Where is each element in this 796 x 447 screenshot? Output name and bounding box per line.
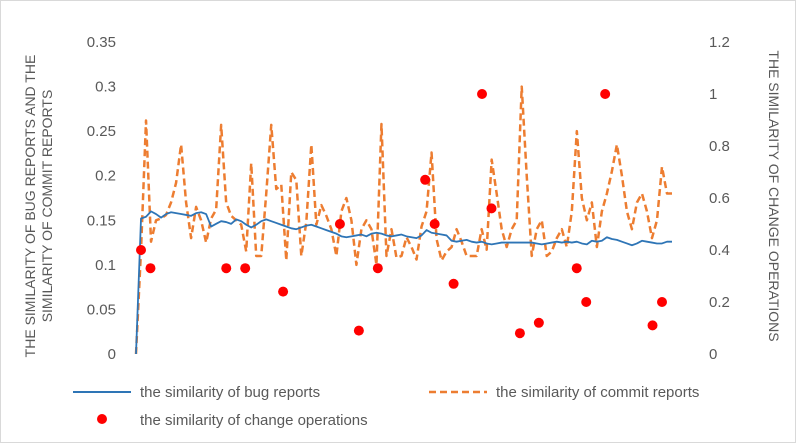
left-tick-label: 0	[108, 346, 116, 363]
legend-label-bug-reports: the similarity of bug reports	[140, 384, 320, 401]
change-operations-point	[278, 286, 289, 297]
right-tick-label: 0.8	[709, 138, 730, 155]
right-tick-label: 0	[709, 346, 717, 363]
legend-label-change-operations: the similarity of change operations	[140, 412, 368, 429]
change-operations-point	[533, 317, 544, 328]
right-tick-label: 1	[709, 86, 717, 103]
change-operations-point	[136, 245, 146, 255]
left-axis-title-line-1: THE SIMILARITY OF BUG REPORTS AND THE	[22, 55, 38, 358]
series-line-commit-reports	[134, 85, 672, 355]
left-tick-label: 0.35	[87, 34, 116, 51]
change-operations-point	[571, 263, 582, 274]
change-operations-point	[240, 263, 251, 274]
change-operations-point	[600, 89, 611, 99]
right-axis-ticks: 0 0.2 0.4 0.6 0.8 1 1.2	[709, 34, 730, 363]
left-tick-label: 0.3	[95, 79, 116, 96]
left-tick-label: 0.15	[87, 212, 116, 229]
left-tick-label: 0.2	[95, 168, 116, 185]
change-operations-point	[334, 219, 345, 229]
series-line-bug-reports	[135, 210, 672, 355]
change-operations-point	[647, 320, 658, 331]
change-operations-point	[486, 203, 497, 214]
change-operations-point	[353, 325, 364, 336]
change-operations-point	[372, 263, 383, 274]
change-operations-point	[145, 263, 156, 274]
legend: the similarity of bug reports the simila…	[73, 384, 699, 429]
change-operations-point	[420, 174, 431, 185]
right-axis-title: THE SIMILARITY OF CHANGE OPERATIONS	[766, 50, 782, 341]
change-operations-point	[429, 219, 440, 229]
plot-area	[134, 85, 672, 355]
change-operations-point	[581, 297, 592, 307]
change-operations-point	[657, 297, 667, 307]
change-operations-point	[477, 89, 488, 99]
right-tick-label: 0.6	[709, 190, 730, 207]
change-operations-point	[448, 278, 459, 289]
left-tick-label: 0.1	[95, 257, 116, 274]
right-tick-label: 0.4	[709, 242, 730, 259]
right-tick-label: 1.2	[709, 34, 730, 51]
change-operations-point	[514, 328, 525, 339]
left-tick-label: 0.05	[87, 301, 116, 318]
right-tick-label: 0.2	[709, 294, 730, 311]
legend-swatch-change-operations	[97, 414, 107, 424]
left-axis-ticks: 0 0.05 0.1 0.15 0.2 0.25 0.3 0.35	[87, 34, 116, 363]
left-axis-title-line-2: SIMILARITY OF COMMIT REPORTS	[39, 90, 55, 323]
legend-label-commit-reports: the similarity of commit reports	[496, 384, 699, 401]
change-operations-point	[221, 263, 232, 274]
left-tick-label: 0.25	[87, 123, 116, 140]
